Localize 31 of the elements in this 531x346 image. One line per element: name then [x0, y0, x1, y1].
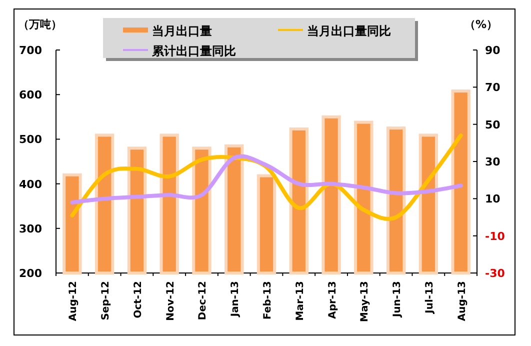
x-tick-label: Jun-13: [392, 280, 404, 318]
x-tick-label: Feb-13: [262, 280, 274, 320]
x-tick-label: Oct-12: [132, 280, 144, 318]
y-tick-label: 700: [19, 44, 42, 57]
y2-tick-label: -30: [485, 267, 506, 280]
y2-tick-label: 50: [485, 118, 501, 132]
y-tick-label: 500: [19, 133, 42, 146]
y-tick-label: 200: [19, 267, 42, 280]
x-tick-label: Aug-12: [68, 280, 80, 322]
x-tick-label: Mar-13: [294, 280, 306, 321]
x-tick-label: Sep-12: [100, 280, 112, 320]
x-tick-label: Jan-13: [230, 280, 242, 318]
legend-label: 当月出口量: [152, 24, 212, 38]
x-tick-label: Dec-12: [198, 280, 209, 320]
legend-label: 当月出口量同比: [307, 24, 391, 38]
y2-axis-title: （%）: [464, 18, 498, 31]
y2-tick-label: 30: [485, 156, 501, 168]
y2-tick-label: -10: [485, 230, 506, 243]
x-tick-label: Apr-13: [327, 280, 338, 319]
x-tick-label: Nov-12: [165, 280, 176, 321]
legend-label: 累计出口量同比: [151, 44, 236, 58]
y-tick-label: 600: [19, 88, 42, 102]
x-tick-label: Aug-13: [456, 280, 468, 322]
y-tick-label: 400: [19, 178, 42, 191]
y-tick-label: 300: [19, 222, 42, 236]
y2-tick-label: 90: [485, 44, 501, 57]
y-axis-title: （万吨）: [18, 18, 62, 31]
x-tick-label: Jul-13: [424, 280, 436, 314]
y2-tick-label: 10: [485, 192, 501, 206]
x-tick-label: May-13: [360, 280, 371, 322]
y2-tick-label: 70: [485, 81, 501, 94]
